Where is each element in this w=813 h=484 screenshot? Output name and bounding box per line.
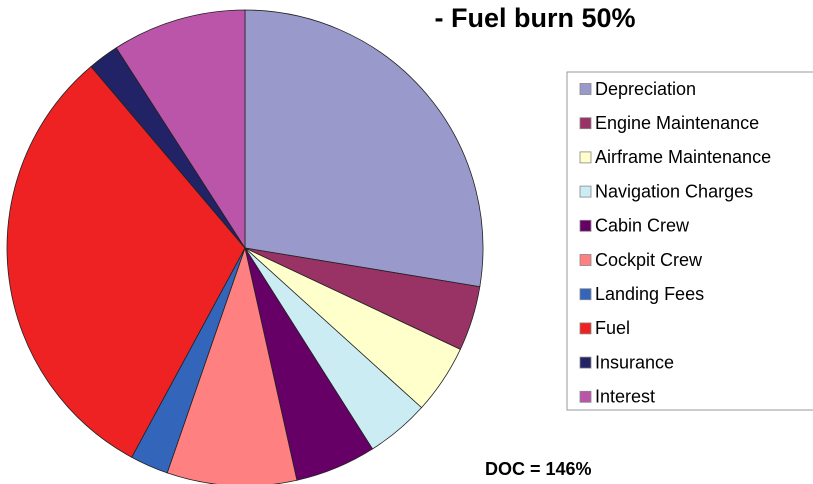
pie-slice — [6, 65, 246, 458]
legend-label: Insurance — [595, 352, 674, 372]
legend-label: Navigation Charges — [595, 181, 753, 201]
legend-label: Fuel — [595, 318, 630, 338]
chart-title: - Fuel burn 50% — [434, 3, 635, 33]
legend-label: Landing Fees — [595, 284, 704, 304]
legend-swatch — [579, 288, 592, 301]
legend-label: Depreciation — [595, 79, 696, 99]
legend-box — [566, 71, 813, 411]
pie-slice — [115, 9, 246, 250]
legend-label: Airframe Maintenance — [595, 147, 771, 167]
legend-swatch — [579, 185, 592, 198]
pie-slice — [166, 246, 298, 484]
legend-swatch — [579, 356, 592, 369]
legend-label: Cabin Crew — [595, 216, 690, 236]
legend-swatch — [579, 254, 592, 266]
legend-swatch — [579, 219, 592, 232]
legend-label: Interest — [595, 387, 655, 407]
legend-swatch — [579, 390, 592, 403]
legend-swatch — [579, 151, 592, 164]
legend-swatch — [579, 322, 592, 335]
annotation: DOC = 146% — [485, 459, 592, 479]
legend-label: Engine Maintenance — [595, 113, 759, 133]
pie-slice — [244, 9, 484, 288]
legend-label: Cockpit Crew — [595, 250, 703, 270]
legend-swatch — [579, 83, 592, 95]
legend-swatch — [579, 117, 592, 130]
